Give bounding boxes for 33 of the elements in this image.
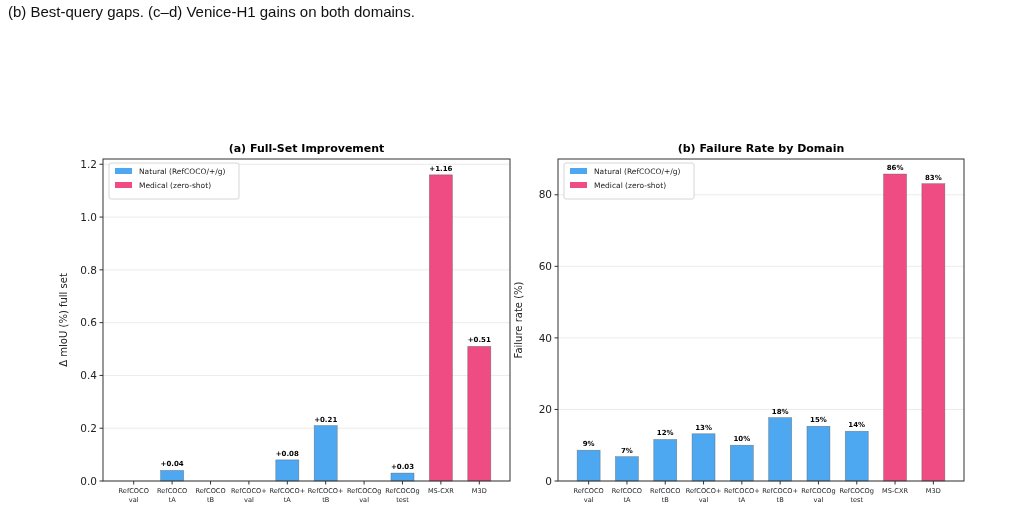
y-tick-label: 0.4 [80,369,98,382]
bar [691,433,716,482]
y-tick-label: 0.8 [80,263,97,276]
bar [844,430,869,482]
bar [806,425,831,482]
y-tick-label: 60 [538,260,552,273]
bar [467,346,492,482]
bar [429,174,453,482]
bar [615,456,639,482]
y-tick-label: 0.6 [80,316,98,329]
bar [313,425,338,482]
y-tick-label: 1.0 [80,210,97,223]
bar [653,439,678,482]
bar [160,470,184,482]
y-tick-label: 0 [545,474,552,487]
bar [883,173,907,482]
bar [275,459,300,482]
text: (b) Best-query gaps. (c–d) Venice-H1 gains on both domains. [8,3,415,20]
y-axis-title: Failure rate (%) [513,281,524,359]
y-tick-label: 0.0 [80,474,97,487]
y-tick-label: 20 [538,403,552,416]
bar [390,472,415,482]
bar [921,183,946,482]
y-tick-label: 40 [538,331,552,344]
chart-title: (b) Failure Rate by Domain [677,142,845,155]
y-tick-label: 1.2 [80,157,97,170]
y-tick-label: 80 [538,188,552,201]
y-tick-label: 0.2 [80,421,97,434]
bar [730,444,754,482]
y-axis-title: Δ mIoU (%) full set [58,273,69,367]
bar [768,417,792,482]
bar [576,449,601,482]
chart-title: (a) Full-Set Improvement [228,142,385,155]
